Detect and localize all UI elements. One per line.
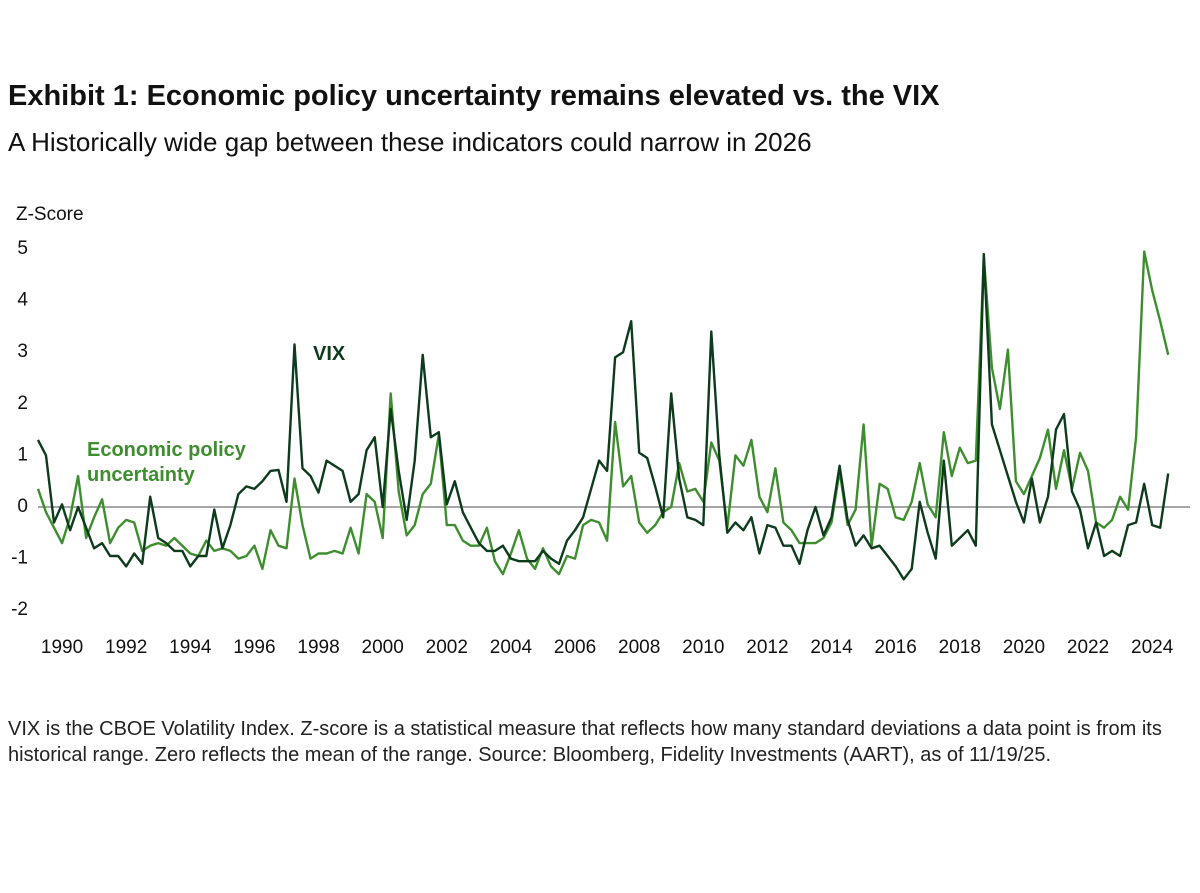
y-axis-label: Z-Score bbox=[16, 204, 84, 225]
footnote: VIX is the CBOE Volatility Index. Z-scor… bbox=[8, 718, 1162, 766]
x-tick-label: 2008 bbox=[618, 637, 660, 658]
y-tick-label: 2 bbox=[17, 393, 28, 414]
x-tick-label: 2010 bbox=[682, 637, 724, 658]
x-tick-label: 2000 bbox=[362, 637, 404, 658]
y-tick-label: -2 bbox=[11, 599, 28, 620]
x-tick-label: 2014 bbox=[810, 637, 853, 658]
x-tick-label: 2016 bbox=[875, 637, 917, 658]
series-line bbox=[36, 252, 1170, 581]
x-tick-label: 1994 bbox=[169, 637, 212, 658]
y-tick-label: 4 bbox=[17, 290, 28, 311]
chart-subtitle: A Historically wide gap between these in… bbox=[8, 127, 812, 157]
x-tick-label: 2012 bbox=[746, 637, 788, 658]
x-tick-label: 2018 bbox=[939, 637, 981, 658]
y-tick-label: 0 bbox=[17, 496, 28, 517]
x-tick-label: 1996 bbox=[233, 637, 275, 658]
y-tick-label: -1 bbox=[11, 548, 28, 569]
series-label: VIX bbox=[313, 343, 346, 365]
chart-title: Exhibit 1: Economic policy uncertainty r… bbox=[8, 80, 940, 112]
y-tick-label: 1 bbox=[17, 444, 28, 465]
series-line bbox=[36, 250, 1170, 576]
x-tick-label: 1992 bbox=[105, 637, 147, 658]
x-tick-label: 1998 bbox=[297, 637, 339, 658]
y-tick-label: 5 bbox=[17, 238, 28, 259]
x-tick-label: 2006 bbox=[554, 637, 596, 658]
x-tick-label: 2002 bbox=[426, 637, 468, 658]
series-label: Economic policy uncertainty bbox=[87, 439, 246, 486]
x-tick-label: 2024 bbox=[1131, 637, 1174, 658]
x-tick-label: 2004 bbox=[490, 637, 533, 658]
x-tick-label: 1990 bbox=[41, 637, 83, 658]
x-tick-label: 2020 bbox=[1003, 637, 1045, 658]
x-tick-label: 2022 bbox=[1067, 637, 1109, 658]
y-tick-label: 3 bbox=[17, 341, 28, 362]
